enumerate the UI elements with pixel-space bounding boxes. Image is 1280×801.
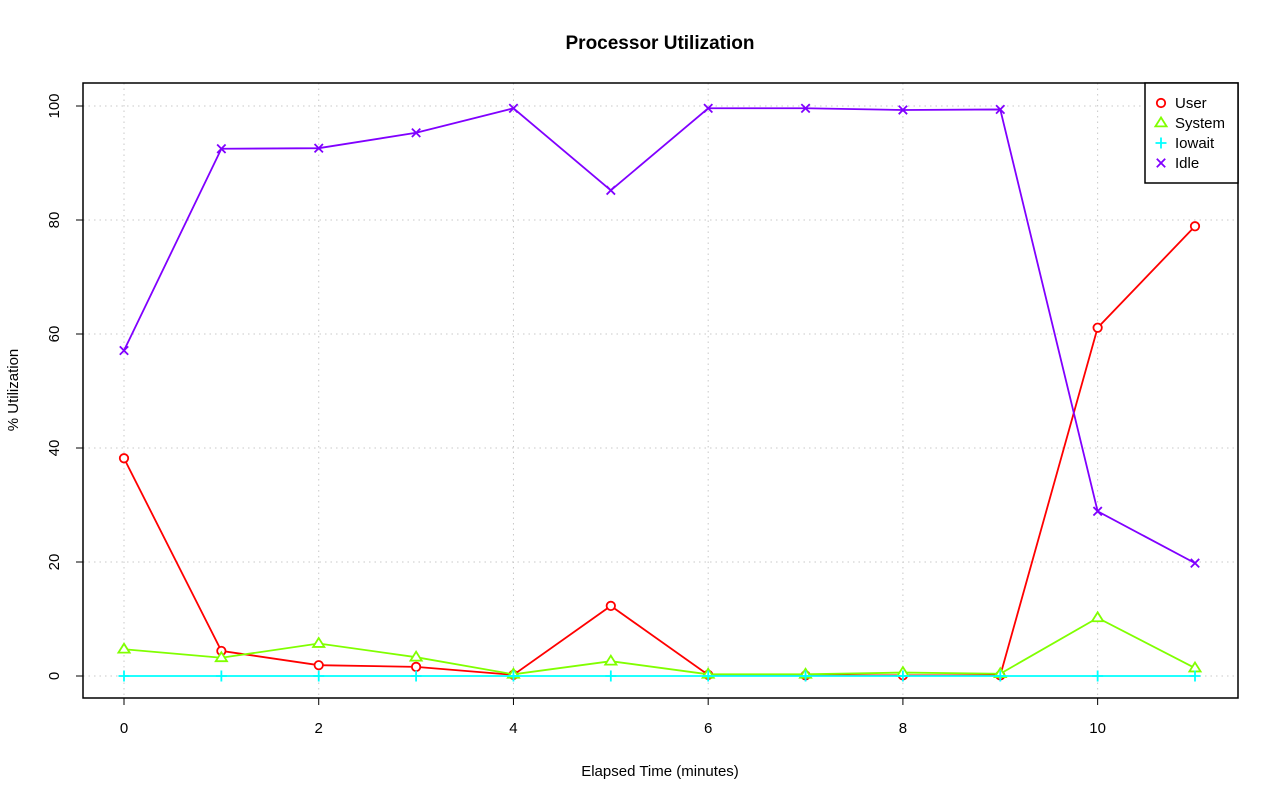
y-tick-label: 60 <box>46 326 63 343</box>
legend-marker-iowait <box>1155 137 1167 149</box>
data-point-system <box>116 642 132 654</box>
data-point-idle <box>898 105 908 115</box>
series-line-user <box>123 225 1196 677</box>
data-point-iowait <box>313 670 325 682</box>
series-system <box>116 610 1203 679</box>
series-layer <box>116 103 1203 682</box>
data-point-iowait <box>702 670 714 682</box>
series-idle <box>119 103 1200 568</box>
plot-frame <box>82 82 1239 699</box>
series-user <box>118 221 1201 681</box>
data-point-system <box>214 650 229 663</box>
y-tick-label: 20 <box>46 554 63 571</box>
x-tick-label: 10 <box>1089 720 1106 737</box>
y-tick-label: 80 <box>46 212 63 229</box>
x-axis-label: Elapsed Time (minutes) <box>581 763 739 780</box>
data-point-idle <box>605 185 616 196</box>
series-line-idle <box>123 107 1196 564</box>
data-point-iowait <box>118 670 130 682</box>
data-point-iowait <box>507 670 519 682</box>
y-tick-label: 100 <box>46 93 63 118</box>
data-point-iowait <box>1189 670 1201 682</box>
data-point-user <box>410 661 422 672</box>
data-point-system <box>408 649 424 662</box>
data-point-idle <box>313 143 324 154</box>
y-tick-label: 40 <box>46 440 63 457</box>
data-point-user <box>313 660 324 671</box>
data-point-user <box>605 600 616 611</box>
data-point-iowait <box>897 670 909 682</box>
data-point-idle <box>1092 506 1103 517</box>
x-tick-label: 8 <box>899 720 907 737</box>
data-point-iowait <box>994 670 1006 682</box>
data-point-idle <box>119 345 129 356</box>
data-point-system <box>1090 610 1105 623</box>
data-point-system <box>311 636 326 648</box>
data-point-iowait <box>215 670 227 682</box>
data-point-idle <box>800 103 811 114</box>
series-iowait <box>118 670 1201 682</box>
data-point-iowait <box>800 670 812 682</box>
legend-marker-idle <box>1156 158 1166 168</box>
legend: User System Iowait Idle <box>1144 82 1239 184</box>
data-point-user <box>1092 322 1103 333</box>
data-point-idle <box>216 143 227 154</box>
x-tick-label: 0 <box>120 720 128 737</box>
x-tick-label: 6 <box>704 720 712 737</box>
y-tick-label: 0 <box>46 672 63 680</box>
data-point-system <box>603 653 619 666</box>
data-point-iowait <box>605 670 617 682</box>
x-tick-label: 4 <box>509 720 517 737</box>
x-tick-label: 2 <box>315 720 323 737</box>
legend-marker-system <box>1153 115 1169 128</box>
data-point-idle <box>411 127 421 138</box>
data-point-idle <box>508 103 519 114</box>
legend-label-idle: Idle <box>1175 155 1199 172</box>
data-point-idle <box>1190 558 1200 568</box>
legend-marker-user <box>1155 97 1167 109</box>
data-point-iowait <box>410 670 422 682</box>
data-point-user <box>118 453 130 464</box>
legend-label-iowait: Iowait <box>1175 135 1215 152</box>
data-point-idle <box>995 104 1006 115</box>
legend-label-system: System <box>1175 115 1225 132</box>
data-point-user <box>1189 221 1201 232</box>
legend-label-user: User <box>1175 95 1207 112</box>
grid <box>83 83 1238 698</box>
data-point-iowait <box>1092 670 1104 682</box>
chart-title: Processor Utilization <box>566 33 755 54</box>
data-point-idle <box>703 103 714 114</box>
series-line-system <box>123 616 1196 676</box>
y-axis-label: % Utilization <box>5 349 22 432</box>
